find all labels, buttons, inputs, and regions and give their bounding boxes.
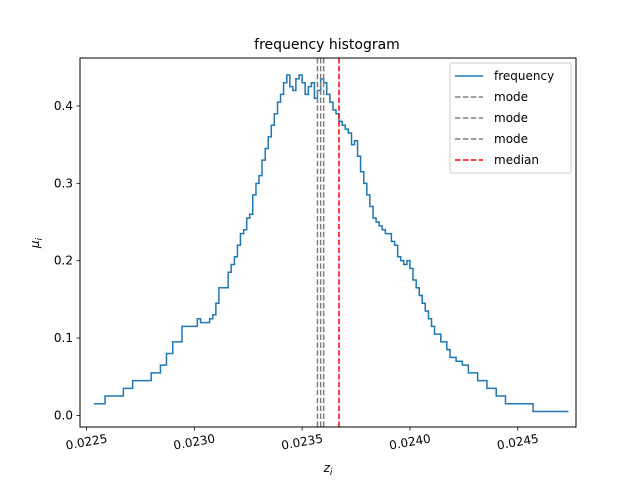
legend-label-mode: mode [494, 111, 528, 125]
legend-label-median: median [494, 153, 539, 167]
y-tick-label: 0.2 [54, 254, 73, 268]
series-layer [94, 74, 569, 413]
y-axis-label-subscript: i [35, 237, 45, 240]
vline-layer [316, 58, 340, 427]
x-axis-label-subscript: i [330, 468, 333, 478]
series-line-frequency [94, 74, 569, 413]
x-tick-label: 0.0235 [280, 431, 324, 452]
legend-entries: frequency mode mode mode median [455, 69, 554, 167]
y-tick-label: 0.4 [54, 99, 73, 113]
x-axis-ticks: 0.0225 0.0230 0.0235 0.0240 0.0245 [65, 427, 540, 453]
y-tick-label: 0.0 [54, 408, 73, 422]
legend-box [449, 62, 572, 174]
legend-label-frequency: frequency [494, 69, 554, 83]
legend-label-mode: mode [494, 90, 528, 104]
x-tick-label: 0.0230 [172, 431, 216, 452]
plot-area [79, 57, 577, 428]
axes-frame [79, 57, 577, 428]
chart-title: frequency histogram [254, 37, 400, 53]
x-tick-label: 0.0240 [388, 431, 432, 452]
x-axis-label: zi [323, 461, 333, 478]
legend: frequency mode mode mode median [449, 62, 572, 174]
y-tick-label: 0.3 [54, 176, 73, 190]
x-tick-label: 0.0245 [496, 431, 540, 452]
y-tick-label: 0.1 [54, 331, 73, 345]
y-axis-ticks: 0.0 0.1 0.2 0.3 0.4 [54, 99, 80, 422]
x-tick-label: 0.0225 [65, 431, 109, 452]
y-axis-label: μi [28, 237, 45, 249]
legend-label-mode: mode [494, 132, 528, 146]
